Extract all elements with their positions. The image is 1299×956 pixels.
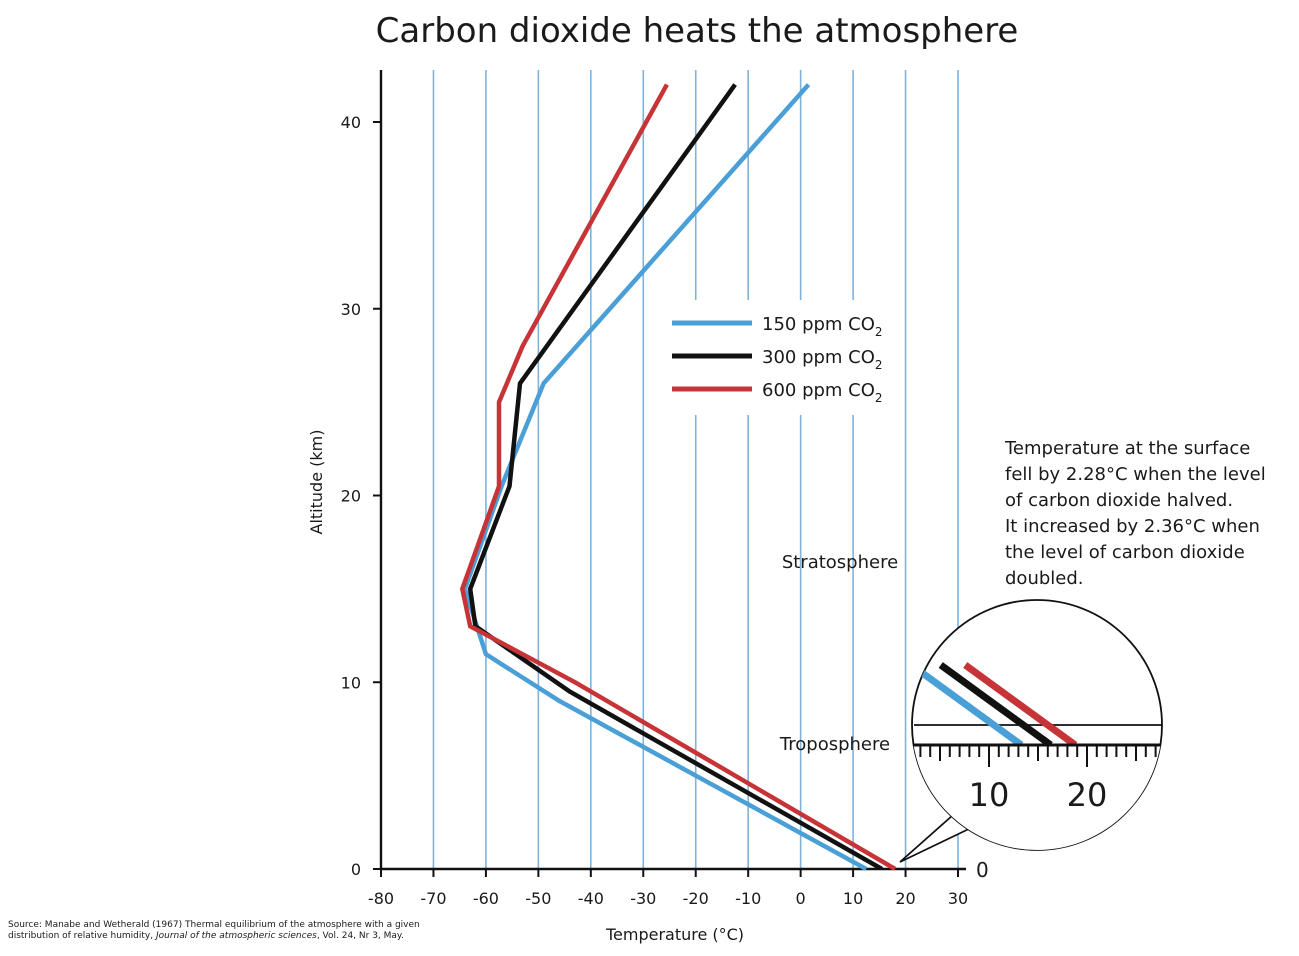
series-line-600ppm <box>459 83 897 870</box>
annotation-line-5: doubled. <box>1005 568 1084 589</box>
legend-label-2: 600 ppm CO2 <box>762 380 883 405</box>
annotation-line-4: the level of carbon dioxide <box>1005 542 1245 563</box>
series-lines <box>459 83 897 870</box>
x-tick-label--40: -40 <box>578 889 604 908</box>
series-line-150ppm <box>462 83 868 870</box>
legend-label-0: 150 ppm CO2 <box>762 314 883 339</box>
inset-series-line-1 <box>938 662 1053 748</box>
x-axis-title: Temperature (°C) <box>605 925 744 944</box>
annotation-line-3: It increased by 2.36°C when <box>1005 516 1260 537</box>
legend-label-1: 300 ppm CO2 <box>762 347 883 372</box>
x-tick-label--80: -80 <box>368 889 394 908</box>
annotation: Temperature at the surface fell by 2.28°C… <box>1004 438 1266 589</box>
y-tick-label-10: 10 <box>341 673 361 692</box>
x-tick-label--10: -10 <box>735 889 761 908</box>
inset-series-line-2 <box>963 662 1078 748</box>
legend-label-subscript: 2 <box>875 358 883 372</box>
y-tick-label-0: 0 <box>351 860 361 879</box>
legend-label-text: 150 ppm CO <box>762 314 875 335</box>
source-suffix: , Vol. 24, Nr 3, May. <box>316 931 404 941</box>
region-label-stratosphere: Stratosphere <box>782 552 898 573</box>
x-tick-label-0: 0 <box>796 889 806 908</box>
x-axis-zero-label: 0 <box>976 858 989 882</box>
x-tick-label--70: -70 <box>420 889 446 908</box>
x-tick-label-30: 30 <box>948 889 968 908</box>
legend-label-text: 300 ppm CO <box>762 347 875 368</box>
legend-label-subscript: 2 <box>875 391 883 405</box>
inset-series-line-0 <box>912 662 1024 748</box>
y-tick-label-40: 40 <box>341 113 361 132</box>
annotation-line-2: of carbon dioxide halved. <box>1005 490 1233 511</box>
annotation-line-0: Temperature at the surface <box>1004 438 1250 459</box>
source-prefix: Source: Manabe and Wetherald (1967) Ther… <box>8 920 420 941</box>
y-axis-title: Altitude (km) <box>307 430 326 535</box>
axes <box>379 70 966 871</box>
inset-pointer <box>899 814 976 863</box>
source-journal: Journal of the atmospheric sciences <box>155 931 317 941</box>
x-tick-label--60: -60 <box>473 889 499 908</box>
series-line-300ppm <box>467 83 884 870</box>
y-tick-label-20: 20 <box>341 487 361 506</box>
y-tick-label-30: 30 <box>341 300 361 319</box>
x-tick-label--50: -50 <box>525 889 551 908</box>
source-note: Source: Manabe and Wetherald (1967) Ther… <box>8 920 428 942</box>
inset-magnifier: 10 20 0 <box>899 599 1163 882</box>
x-tick-label--20: -20 <box>683 889 709 908</box>
legend-label-text: 600 ppm CO <box>762 380 875 401</box>
x-tick-label-20: 20 <box>895 889 915 908</box>
annotation-line-1: fell by 2.28°C when the level <box>1005 464 1266 485</box>
grid <box>432 70 959 869</box>
x-tick-label--30: -30 <box>630 889 656 908</box>
inset-tick-label-10: 10 <box>969 776 1010 814</box>
inset-tick-label-20: 20 <box>1067 776 1108 814</box>
chart-title: Carbon dioxide heats the atmosphere <box>376 11 1019 51</box>
region-label-troposphere: Troposphere <box>779 734 890 755</box>
legend-label-subscript: 2 <box>875 325 883 339</box>
inset-lower-area <box>912 746 1162 850</box>
ticks: -80 -70 -60 -50 -40 -30 -20 -10 0 10 20 30 0 10 20 30 40 <box>341 113 969 908</box>
x-tick-label-10: 10 <box>843 889 863 908</box>
